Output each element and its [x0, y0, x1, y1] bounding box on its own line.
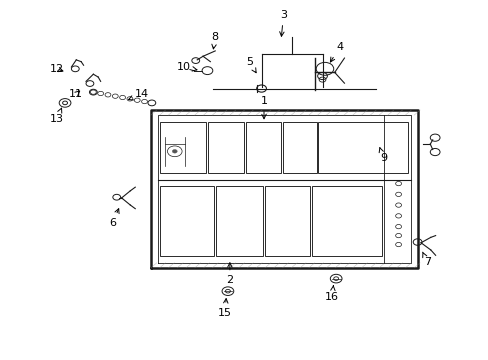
- Text: 16: 16: [325, 286, 339, 302]
- Text: 3: 3: [279, 10, 286, 36]
- Circle shape: [172, 149, 177, 153]
- Text: 11: 11: [69, 89, 83, 99]
- Text: 10: 10: [177, 62, 197, 72]
- Bar: [264, 186, 309, 256]
- Bar: [318, 122, 407, 173]
- Bar: [160, 186, 213, 256]
- Bar: [312, 186, 381, 256]
- Text: 9: 9: [378, 148, 386, 163]
- Text: 5: 5: [245, 57, 256, 73]
- Bar: [160, 122, 206, 173]
- Text: 15: 15: [218, 298, 231, 318]
- Text: 1: 1: [260, 96, 267, 119]
- Text: 12: 12: [50, 64, 64, 74]
- Text: 8: 8: [211, 32, 218, 49]
- Bar: [216, 186, 262, 256]
- Text: 6: 6: [109, 209, 119, 228]
- Text: 2: 2: [226, 263, 233, 285]
- Text: 7: 7: [422, 252, 430, 267]
- Text: 4: 4: [330, 42, 343, 62]
- Bar: [245, 122, 281, 173]
- Text: 13: 13: [50, 108, 63, 124]
- Bar: [282, 122, 316, 173]
- Bar: [207, 122, 244, 173]
- Text: 14: 14: [128, 89, 149, 100]
